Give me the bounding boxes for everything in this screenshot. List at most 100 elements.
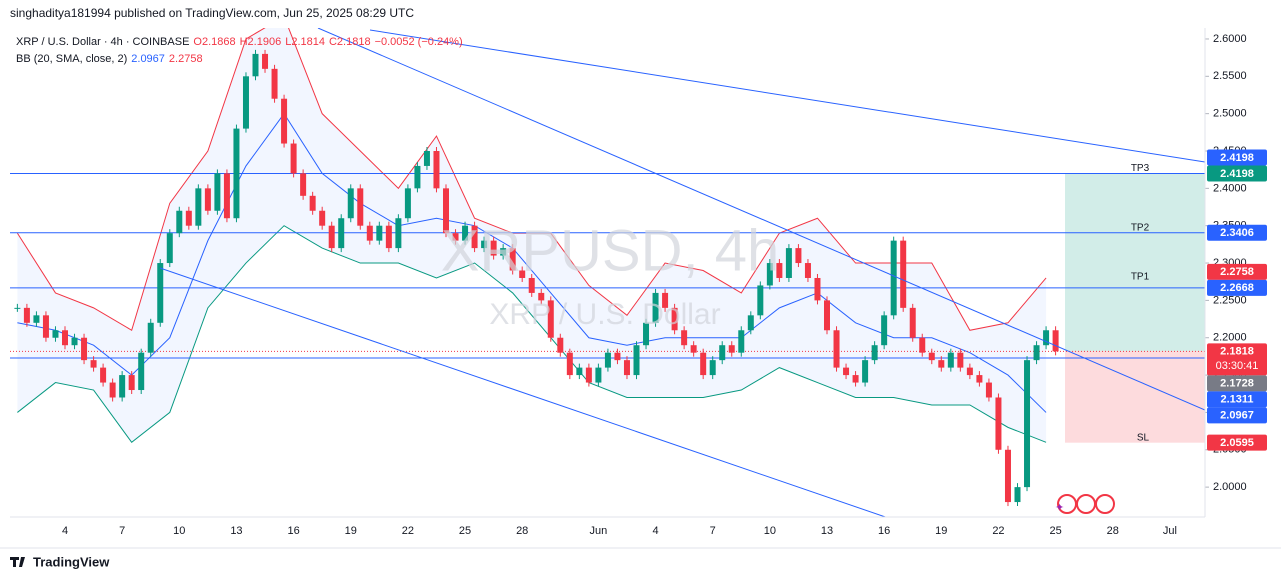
candle [14, 307, 21, 309]
price-badge-label: 2.1311 [1220, 394, 1253, 406]
candle [100, 367, 107, 383]
candle [871, 345, 878, 361]
candle [214, 173, 221, 211]
candle [385, 225, 392, 249]
x-tick-label: 22 [402, 525, 414, 537]
price-badge [1207, 263, 1267, 280]
stop-label: SL [1137, 432, 1150, 443]
candle [814, 277, 821, 301]
spark-icon: ✦ [1055, 502, 1064, 514]
candle [319, 210, 326, 226]
trend-line [159, 267, 887, 517]
y-tick-label: 2.5500 [1213, 70, 1247, 82]
x-tick-label: 10 [764, 525, 776, 537]
x-tick-label: 25 [1049, 525, 1061, 537]
price-badge [1207, 375, 1267, 392]
level-label: TP3 [1131, 163, 1150, 174]
candle [90, 360, 97, 368]
candle [671, 307, 678, 331]
candle [576, 367, 583, 376]
price-badge [1207, 343, 1267, 376]
candle [538, 292, 545, 301]
candle [281, 98, 288, 144]
candle [528, 277, 535, 293]
legend-value: C2.1818 [329, 36, 371, 48]
y-tick-label: 2.2500 [1213, 294, 1247, 306]
legend-value: O2.1868 [193, 36, 235, 48]
candle [928, 352, 935, 361]
candle [643, 322, 650, 346]
candle [128, 375, 135, 391]
plot-area [10, 28, 1205, 507]
candle [785, 248, 792, 278]
price-badge [1207, 434, 1267, 451]
price-badge-label: 2.4198 [1220, 152, 1254, 164]
candle [119, 375, 126, 398]
legend-value: L2.1814 [285, 36, 325, 48]
trend-line [317, 28, 1205, 411]
y-tick-label: 2.6000 [1213, 33, 1247, 45]
candle [1014, 487, 1021, 503]
candle [357, 188, 364, 226]
price-badge-label: 2.4198 [1220, 168, 1254, 180]
candle [833, 330, 840, 368]
candle [633, 345, 640, 376]
candle [547, 300, 554, 338]
candle [223, 173, 230, 219]
event-icon [1076, 494, 1096, 514]
candle [862, 360, 869, 383]
candle [376, 225, 383, 241]
price-badge-label: 2.2758 [1220, 266, 1254, 278]
legend: XRP / U.S. Dollar · 4h · COINBASE O2.1868… [16, 36, 463, 65]
candle [509, 248, 516, 271]
candle [452, 233, 459, 241]
candle [766, 263, 773, 286]
candle [204, 188, 211, 211]
candle [242, 76, 249, 129]
price-badge [1207, 407, 1267, 424]
brand-name: TradingView [33, 554, 110, 569]
candle [881, 315, 888, 346]
candle [347, 188, 354, 219]
price-badge [1207, 224, 1267, 241]
candle [824, 300, 830, 331]
candle [566, 352, 573, 376]
candle [795, 248, 802, 264]
candle [1024, 360, 1031, 488]
candle [681, 330, 688, 346]
candle [595, 367, 602, 383]
candle [738, 330, 745, 353]
candle [300, 173, 307, 196]
candle [662, 292, 669, 308]
candle [519, 270, 526, 278]
candle [423, 151, 430, 166]
x-tick-label: 16 [878, 525, 890, 537]
y-tick-label: 2.2000 [1213, 332, 1247, 344]
legend-indicator: BB (20, SMA, close, 2) 2.0967 2.2758 [16, 53, 203, 65]
band-line [17, 225, 1047, 444]
band-line [17, 112, 1047, 413]
candle [700, 352, 707, 376]
legend-value: 2.2758 [169, 53, 203, 65]
candle [52, 330, 59, 338]
candle [804, 263, 811, 278]
candle [81, 337, 88, 361]
candle [557, 337, 564, 353]
x-tick-label: 22 [992, 525, 1004, 537]
candle [157, 263, 164, 323]
candle [985, 382, 992, 398]
candle [747, 315, 754, 331]
candle [1033, 345, 1040, 361]
candle [623, 360, 630, 376]
candle [176, 210, 183, 234]
event-icon [1095, 494, 1115, 514]
flag-icons: ✦ [1055, 494, 1115, 514]
trend-lines [159, 28, 1205, 517]
candle [585, 367, 592, 383]
candle [185, 210, 192, 226]
candle [404, 188, 411, 219]
x-tick-label: 13 [821, 525, 833, 537]
candle [909, 307, 916, 338]
candle [719, 345, 726, 361]
